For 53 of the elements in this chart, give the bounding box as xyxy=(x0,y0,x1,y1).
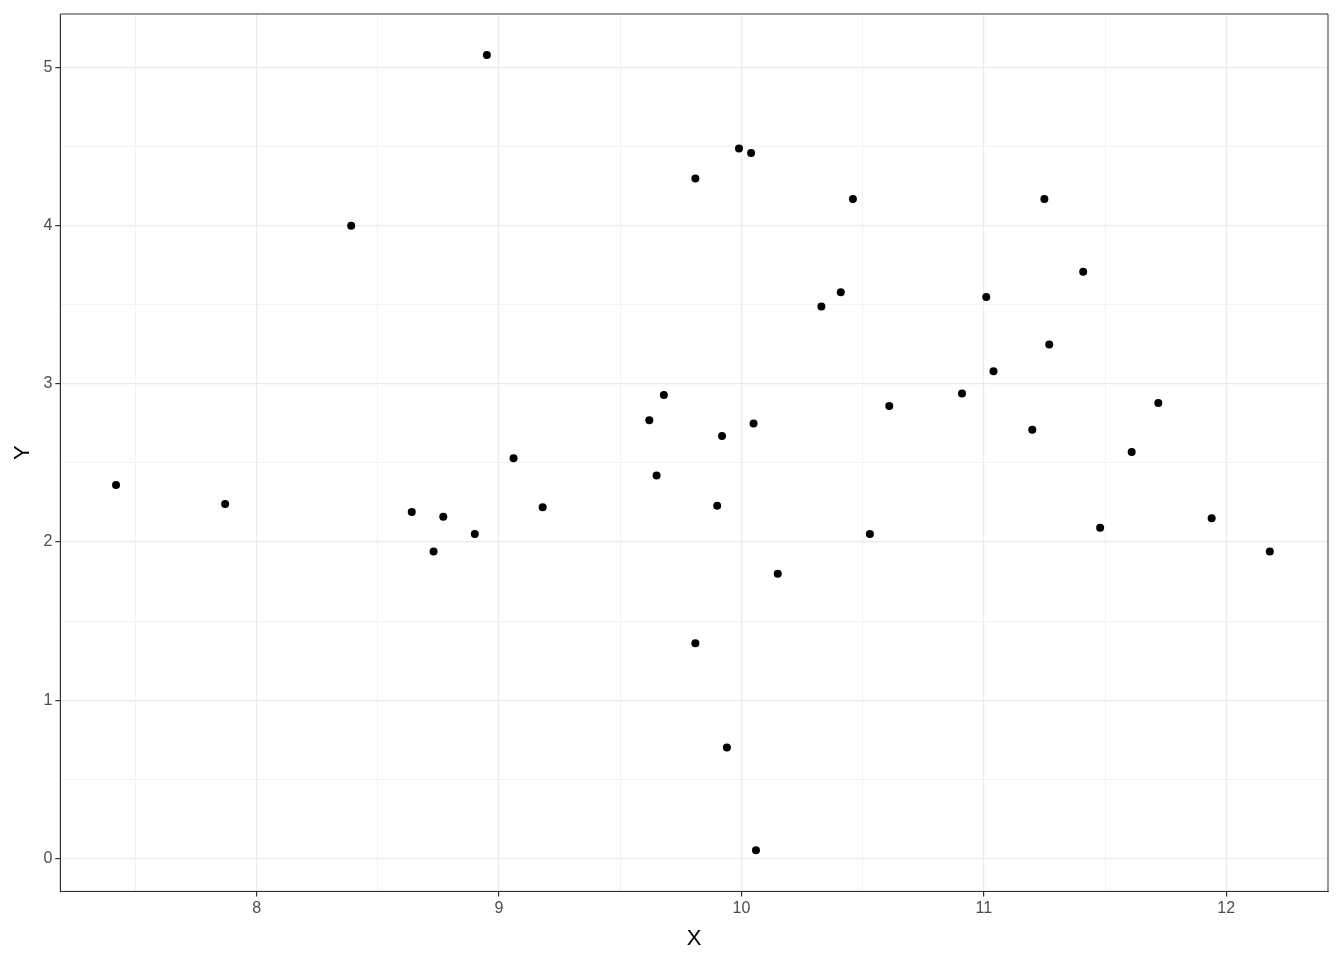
point xyxy=(718,432,727,441)
point xyxy=(1028,425,1037,434)
point xyxy=(429,547,438,556)
point xyxy=(691,639,700,648)
point xyxy=(749,419,758,428)
y-tick-label: 1 xyxy=(43,690,53,708)
x-tick-label: 11 xyxy=(975,899,993,917)
y-tick-label: 2 xyxy=(43,532,53,550)
point xyxy=(1154,398,1163,407)
point xyxy=(848,194,857,203)
point xyxy=(773,569,782,578)
y-tick-label: 0 xyxy=(43,848,53,866)
point xyxy=(734,144,743,153)
point xyxy=(751,846,760,855)
point xyxy=(836,288,845,297)
point xyxy=(1207,514,1216,523)
point xyxy=(659,391,668,399)
point xyxy=(509,454,518,463)
x-tick-label: 8 xyxy=(252,899,262,917)
point xyxy=(470,530,479,539)
point xyxy=(1096,523,1105,532)
point xyxy=(1079,267,1088,276)
point xyxy=(747,149,756,158)
point xyxy=(347,221,356,230)
point xyxy=(439,512,448,521)
point xyxy=(1265,547,1274,556)
point xyxy=(482,51,491,60)
y-tick-label: 5 xyxy=(43,58,53,76)
point xyxy=(645,416,654,425)
x-tick-label: 10 xyxy=(732,899,751,917)
point xyxy=(112,481,121,490)
point xyxy=(691,174,700,183)
point xyxy=(957,389,966,398)
point xyxy=(722,743,731,752)
y-tick-label: 4 xyxy=(43,216,53,234)
y-axis-title: Y xyxy=(9,445,35,461)
point xyxy=(885,402,894,411)
x-tick-label: 9 xyxy=(494,899,504,917)
point xyxy=(865,530,874,539)
point xyxy=(817,302,826,311)
point xyxy=(538,503,547,512)
point xyxy=(407,507,416,516)
x-axis-title: X xyxy=(686,924,702,950)
point xyxy=(1045,340,1054,349)
point xyxy=(652,471,661,480)
point xyxy=(1127,447,1136,456)
point xyxy=(221,500,230,509)
point xyxy=(982,292,991,301)
point xyxy=(989,367,998,376)
y-tick-label: 3 xyxy=(43,374,53,392)
x-tick-label: 12 xyxy=(1217,899,1236,917)
point xyxy=(713,501,722,510)
point xyxy=(1040,194,1049,203)
